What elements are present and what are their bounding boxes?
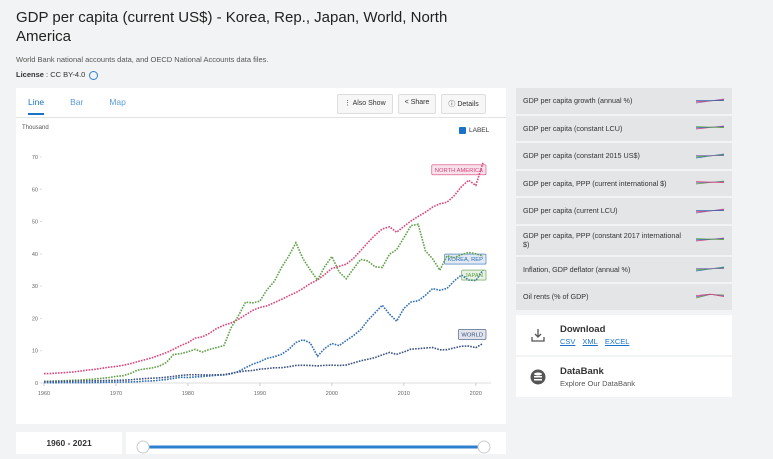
indicator-item[interactable]: GDP per capita (constant LCU) xyxy=(516,115,732,141)
y-tick-label: 70 xyxy=(32,155,38,161)
slider-handle[interactable] xyxy=(477,440,491,454)
indicator-label: GDP per capita (constant 2015 US$) xyxy=(523,151,640,161)
sparkline-icon xyxy=(695,208,725,214)
y-tick-label: 20 xyxy=(32,316,38,322)
series-label-box xyxy=(458,329,487,340)
indicator-item[interactable]: GDP per capita (current LCU) xyxy=(516,198,732,224)
download-link[interactable]: XML xyxy=(582,337,598,346)
indicator-label: Oil rents (% of GDP) xyxy=(523,292,589,302)
x-tick-label: 2010 xyxy=(398,391,410,397)
download-title: Download xyxy=(560,324,606,335)
x-tick-label: 2020 xyxy=(470,391,482,397)
label-toggle[interactable]: LABEL xyxy=(459,127,489,134)
info-icon[interactable] xyxy=(89,70,99,80)
slider-track xyxy=(136,440,491,454)
range-label: 1960 - 2021 xyxy=(16,432,122,454)
download-icon xyxy=(531,329,545,342)
series-line xyxy=(43,269,484,384)
range-slider[interactable] xyxy=(126,432,506,454)
sparkline-icon xyxy=(695,237,725,242)
x-tick-label: 2000 xyxy=(326,391,338,397)
x-tick-label: 1970 xyxy=(110,391,122,397)
button-label: Also Show xyxy=(352,100,386,107)
toolbar-button[interactable]: < Share xyxy=(397,94,437,114)
series-line xyxy=(43,342,484,383)
slider-handle[interactable] xyxy=(136,440,150,454)
y-tick-label: 10 xyxy=(32,349,38,355)
source-note: World Bank national accounts data, and O… xyxy=(16,55,269,64)
tab[interactable]: Line xyxy=(28,97,45,115)
x-tick-label: 1960 xyxy=(38,391,50,397)
y-tick-label: 50 xyxy=(32,220,38,226)
series-label: NORTH AMERICA xyxy=(435,168,483,174)
toolbar-button[interactable]: ⓘ Details xyxy=(441,94,486,114)
y-tick-label: 60 xyxy=(32,187,38,193)
x-tick-label: 1980 xyxy=(182,391,194,397)
checkbox[interactable] xyxy=(459,127,466,134)
tab[interactable]: Bar xyxy=(70,97,84,107)
series-label-box xyxy=(431,164,487,176)
button-label: Share xyxy=(410,99,430,106)
download-card: Download CSV XML EXCEL xyxy=(516,315,732,355)
divider xyxy=(16,117,506,118)
sparkline-icon xyxy=(695,293,725,299)
sparkline-icon xyxy=(695,266,725,272)
checkbox-label: LABEL xyxy=(469,127,490,134)
y-tick-label: 40 xyxy=(32,252,38,258)
download-link[interactable]: EXCEL xyxy=(604,337,630,346)
series-label-box xyxy=(461,269,487,281)
databank-card[interactable]: DataBank Explore Our DataBank xyxy=(516,357,732,397)
series-line xyxy=(43,223,484,383)
button-label: Details xyxy=(457,101,479,108)
indicator-item[interactable]: GDP per capita growth (annual %) xyxy=(516,88,732,114)
tab[interactable]: Map xyxy=(109,97,126,107)
y-tick-label: 0 xyxy=(35,381,38,387)
sparkline-icon xyxy=(695,125,725,130)
indicator-label: GDP per capita (constant LCU) xyxy=(523,123,623,133)
indicator-label: Inflation, GDP deflator (annual %) xyxy=(523,264,631,274)
page-title: GDP per capita (current US$) - Korea, Re… xyxy=(16,9,448,45)
license-label: License xyxy=(16,70,44,79)
sparkline-icon xyxy=(695,153,725,159)
series-line xyxy=(43,162,484,375)
download-link[interactable]: CSV xyxy=(560,337,576,346)
databank-title: DataBank xyxy=(560,366,604,377)
indicator-item[interactable]: GDP per capita, PPP (current internation… xyxy=(516,170,732,196)
view-tabs: Line Bar Map xyxy=(28,97,126,115)
indicator-label: GDP per capita, PPP (constant 2017 inter… xyxy=(523,231,681,249)
indicator-item[interactable]: Oil rents (% of GDP) xyxy=(516,284,732,310)
indicator-item[interactable]: Inflation, GDP deflator (annual %) xyxy=(516,256,732,282)
chart-panel xyxy=(16,88,506,424)
license: License : CC BY-4.0 xyxy=(16,70,99,80)
indicator-item[interactable]: GDP per capita, PPP (constant 2017 inter… xyxy=(516,225,732,255)
series-label: WORLD xyxy=(461,332,483,338)
indicator-label: GDP per capita, PPP (current internation… xyxy=(523,178,667,188)
y-axis-title: Thousand xyxy=(22,125,49,131)
chart: Thousand 0 10 20 30 40 50 60 70 1960 1970 1980 1990 2… xyxy=(22,125,491,397)
y-tick-label: 30 xyxy=(32,284,38,290)
indicator-label: GDP per capita (current LCU) xyxy=(523,206,618,216)
databank-subtitle: Explore Our DataBank xyxy=(560,379,636,388)
license-value: : CC BY-4.0 xyxy=(46,70,86,79)
x-tick-label: 1990 xyxy=(254,391,266,397)
sparkline-icon xyxy=(695,98,725,104)
series-label: JAPAN xyxy=(465,273,483,279)
indicator-item[interactable]: GDP per capita (constant 2015 US$) xyxy=(516,143,732,169)
indicator-label: GDP per capita growth (annual %) xyxy=(523,96,633,106)
sparkline-icon xyxy=(695,180,725,185)
toolbar: ⋮ Also Show < Share ⓘ Details xyxy=(337,94,486,114)
related-indicators: GDP per capita growth (annual %) GDP per … xyxy=(516,88,732,310)
toolbar-button[interactable]: ⋮ Also Show xyxy=(337,94,393,114)
databank-icon xyxy=(530,369,546,385)
series-label: KOREA, REP xyxy=(448,257,484,263)
